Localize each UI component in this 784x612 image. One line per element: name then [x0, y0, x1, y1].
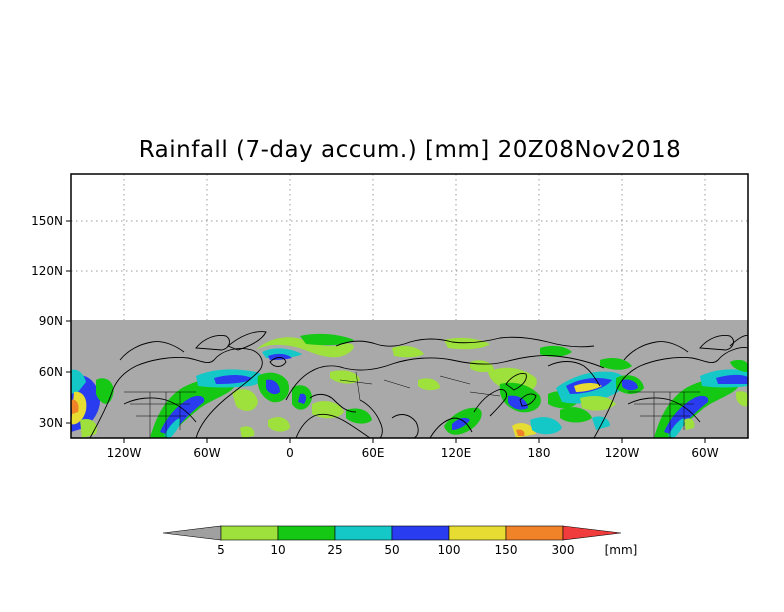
legend-swatch: [277, 525, 336, 541]
coastline: [269, 357, 287, 367]
legend-label: 50: [384, 543, 399, 557]
y-tick-label: 120N: [31, 264, 63, 278]
coastline: [89, 348, 263, 438]
coastline: [295, 413, 371, 438]
color-legend: 5 10 25 50 100 150 300 [mm]: [162, 525, 638, 557]
coastline: [195, 335, 230, 351]
map-frame: [70, 173, 749, 439]
coastline: [451, 336, 595, 348]
y-tick-label: 90N: [39, 314, 63, 328]
rain-patch: [622, 379, 638, 391]
coastline: [309, 393, 357, 413]
rain-patch: [452, 417, 470, 430]
x-tick-label: 180: [528, 446, 551, 460]
rain-patch: [164, 418, 181, 438]
legend-arrow-low: [162, 525, 222, 541]
rain-patch: [736, 391, 748, 407]
rain-patch: [418, 378, 440, 391]
political-borders: [124, 371, 700, 438]
coastline: [119, 341, 185, 361]
rain-patch: [232, 389, 258, 411]
rain-patch: [71, 391, 87, 425]
rain-patch: [684, 418, 695, 430]
x-tick-label: 120W: [605, 446, 640, 460]
rain-patch: [540, 345, 572, 357]
x-tick-label: 120W: [107, 446, 142, 460]
rain-patch: [560, 407, 592, 423]
rainfall-field: [71, 320, 748, 438]
coastline: [623, 341, 689, 361]
rain-patch: [346, 408, 372, 424]
x-tick-label: 120E: [441, 446, 472, 460]
border-lines: [124, 391, 196, 438]
x-tick-label: 60E: [362, 446, 385, 460]
coastline: [519, 393, 537, 407]
border-lines: [628, 391, 700, 438]
rain-patch: [668, 418, 685, 438]
rain-patch: [214, 375, 252, 384]
rain-patch: [580, 396, 616, 411]
rain-patch: [96, 378, 114, 404]
rain-patch: [71, 369, 86, 394]
rain-patch: [312, 401, 344, 419]
border-lines: [339, 371, 501, 401]
legend-swatch: [391, 525, 450, 541]
legend-unit: [mm]: [605, 543, 638, 557]
legend-label: 150: [495, 543, 518, 557]
coastline: [473, 389, 507, 417]
x-tick-label: 60W: [691, 446, 718, 460]
axis-ticks: [66, 220, 706, 443]
legend-label: 100: [438, 543, 461, 557]
coastline: [593, 347, 748, 438]
rain-patch: [592, 416, 610, 430]
coastline: [547, 361, 601, 387]
coastline: [429, 417, 473, 438]
coastline: [227, 331, 267, 351]
legend-swatch: [334, 525, 393, 541]
x-tick-label: 60W: [193, 446, 220, 460]
rain-patch: [256, 337, 354, 358]
coastline: [359, 399, 383, 438]
coastline: [391, 414, 419, 438]
rain-patch: [600, 358, 632, 370]
coastline: [699, 335, 734, 351]
rain-patch: [574, 383, 602, 392]
legend-label: 25: [327, 543, 342, 557]
rain-patch: [516, 429, 525, 436]
rain-patch: [444, 337, 490, 350]
rain-patch: [300, 333, 354, 346]
rain-patch: [730, 359, 748, 372]
rain-patch: [298, 393, 307, 404]
legend-swatch: [220, 525, 279, 541]
legend-label: 5: [217, 543, 225, 557]
legend-label: 10: [270, 543, 285, 557]
rain-patch: [530, 417, 562, 435]
legend-label: 300: [552, 543, 575, 557]
rain-patch: [71, 399, 79, 414]
rain-patch: [266, 379, 280, 395]
y-tick-label: 150N: [31, 214, 63, 228]
legend-swatch: [505, 525, 564, 541]
coastlines: [89, 331, 748, 438]
map-gridlines: [71, 174, 748, 320]
y-tick-label: 30N: [39, 416, 63, 430]
x-tick-label: 0: [286, 446, 294, 460]
rain-patch: [268, 417, 290, 432]
rain-patch: [330, 370, 360, 384]
legend-swatch: [448, 525, 507, 541]
coastline: [335, 338, 453, 347]
legend-arrow-high: [562, 525, 622, 541]
y-tick-label: 60N: [39, 365, 63, 379]
rain-patch: [392, 346, 424, 358]
map-title: Rainfall (7-day accum.) [mm] 20Z08Nov201…: [138, 137, 682, 163]
coastline: [505, 373, 527, 391]
coastline: [285, 355, 605, 401]
rain-patch: [716, 374, 748, 384]
rain-patch: [240, 426, 255, 438]
